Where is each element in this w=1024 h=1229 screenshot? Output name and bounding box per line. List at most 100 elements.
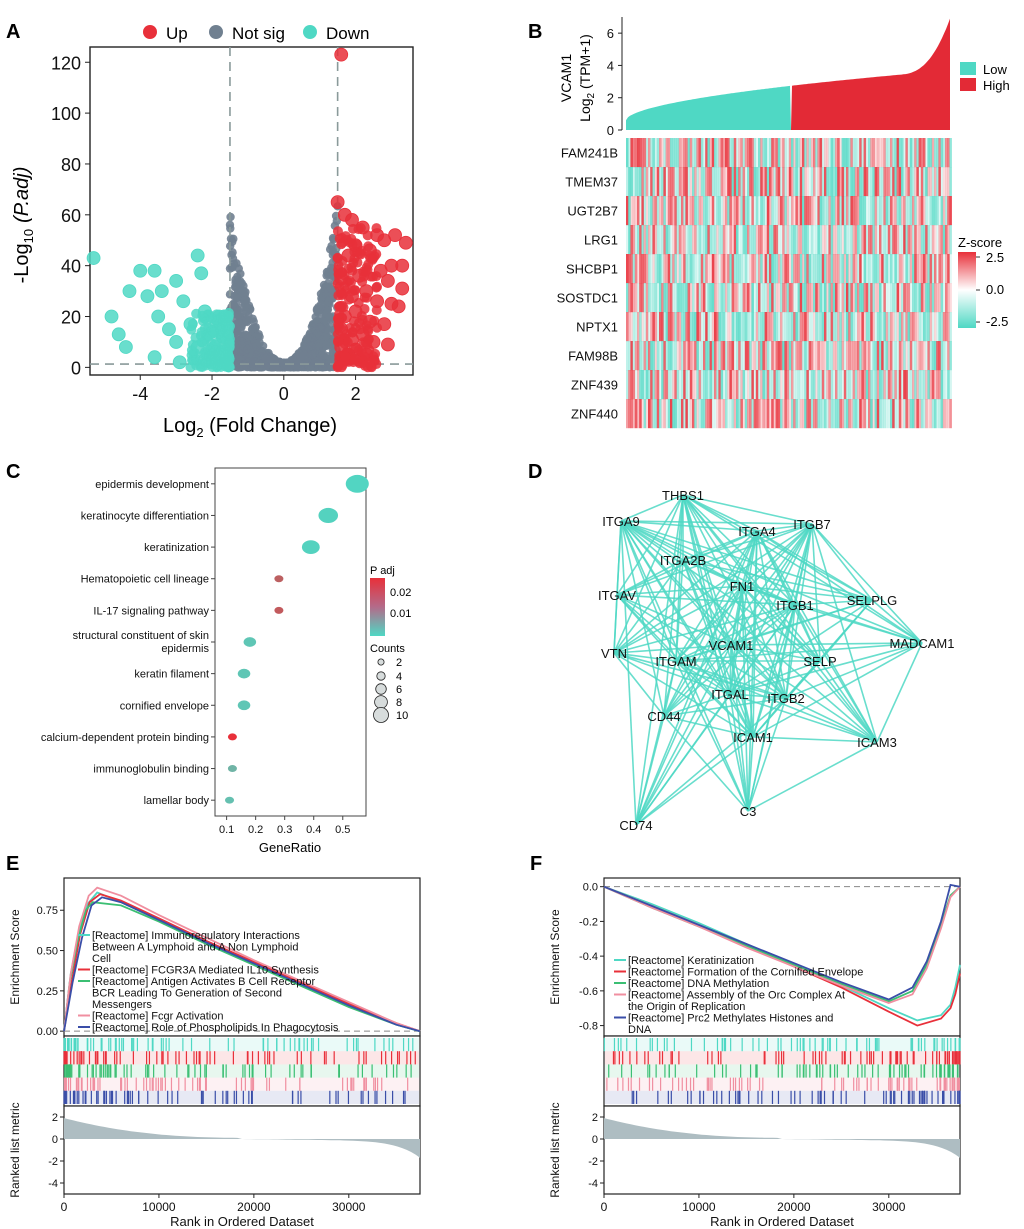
heatmap-cell xyxy=(764,283,768,313)
heatmap-cell xyxy=(762,399,765,429)
heatmap-cell xyxy=(727,283,730,313)
heatmap-cell xyxy=(747,225,750,255)
heatmap-cell xyxy=(672,341,675,371)
heatmap-cell xyxy=(643,138,647,168)
heatmap-cell xyxy=(947,138,950,168)
heatmap-cell xyxy=(901,341,904,371)
heatmap-cell xyxy=(731,196,735,226)
heatmap-cell xyxy=(656,283,660,313)
heatmap-cell xyxy=(936,370,939,400)
heatmap-cell xyxy=(670,341,673,371)
heatmap-cell xyxy=(652,225,655,255)
heatmap-cell xyxy=(949,341,952,371)
rank-y-tick-label: 2 xyxy=(592,1112,598,1124)
heatmap-cell xyxy=(837,138,840,168)
heatmap-cell xyxy=(722,225,726,255)
heatmap-cell xyxy=(654,225,658,255)
heatmap-cell xyxy=(925,167,928,197)
heatmap-cell xyxy=(857,283,860,313)
heatmap-cell xyxy=(725,138,728,168)
dotplot-x-tick-label: 0.5 xyxy=(335,824,350,836)
legend-entry-text: [Reactome] Role of Phospholipids In Phag… xyxy=(92,1022,339,1034)
heatmap-cell xyxy=(863,167,867,197)
heatmap-cell xyxy=(879,138,882,168)
heatmap-cell xyxy=(696,341,699,371)
es-y-tick-label: 0.00 xyxy=(37,1026,58,1038)
heatmap-cell xyxy=(912,138,915,168)
heatmap-cell xyxy=(661,341,664,371)
up-point xyxy=(367,254,378,265)
heatmap-cell xyxy=(634,167,638,197)
network-edge xyxy=(682,494,873,601)
heatmap-cell xyxy=(751,196,754,226)
network-node-cd44: CD44 xyxy=(647,709,680,724)
volcano-y-tick-label: 0 xyxy=(71,358,81,378)
heatmap-cell xyxy=(824,254,827,284)
heatmap-cell xyxy=(639,370,642,400)
heatmap-cell xyxy=(846,341,849,371)
heatmap-cell xyxy=(927,196,930,226)
heatmap-cell xyxy=(909,312,913,342)
heatmap-cell xyxy=(815,341,818,371)
heatmap-cell xyxy=(725,225,728,255)
heatmap-cell xyxy=(907,138,911,168)
network-node-itga4: ITGA4 xyxy=(738,524,776,539)
rank-y-tick-label: 0 xyxy=(592,1134,598,1146)
heatmap-cell xyxy=(707,254,710,284)
heatmap-cell xyxy=(898,341,902,371)
heatmap-cell xyxy=(802,254,805,284)
heatmap-cell xyxy=(835,341,838,371)
heatmap-cell xyxy=(839,312,842,342)
volcano-y-label: -Log10(P.adj) xyxy=(11,167,36,284)
dotplot-point xyxy=(227,733,237,741)
heatmap-cell xyxy=(689,312,693,342)
heatmap-cell xyxy=(637,225,640,255)
heatmap-cell xyxy=(890,370,893,400)
heatmap-cell xyxy=(916,225,919,255)
heatmap-cell xyxy=(940,196,944,226)
heatmap-cell xyxy=(817,370,820,400)
heatmap-cell xyxy=(824,341,827,371)
heatmap-cell xyxy=(819,312,823,342)
heatmap-cell xyxy=(929,254,933,284)
heatmap-cell xyxy=(898,196,902,226)
heatmap-cell xyxy=(766,370,770,400)
heatmap-cell xyxy=(905,341,908,371)
heatmap-cell xyxy=(793,138,796,168)
heatmap-cell xyxy=(766,399,770,429)
heatmap-cell xyxy=(731,167,735,197)
heatmap-cell xyxy=(782,167,785,197)
heatmap-cell xyxy=(784,370,787,400)
heatmap-cell xyxy=(923,312,926,342)
heatmap-cell xyxy=(918,283,922,313)
volcano-x-tick-label: -2 xyxy=(204,384,220,404)
heatmap-cell xyxy=(777,370,781,400)
heatmap-cell xyxy=(870,254,873,284)
heatmap-cell xyxy=(795,167,798,197)
heatmap-cell xyxy=(786,254,790,284)
heatmap-cell xyxy=(788,225,792,255)
heatmap-cell xyxy=(740,399,743,429)
heatmap-cell xyxy=(762,196,765,226)
heatmap-cell xyxy=(736,196,739,226)
heatmap-cell xyxy=(753,399,757,429)
hits-band xyxy=(605,1077,959,1091)
heatmap-cell xyxy=(909,370,913,400)
heatmap-cell xyxy=(795,254,798,284)
heatmap-cell xyxy=(874,196,878,226)
heatmap-cell xyxy=(729,196,732,226)
heatmap-cell xyxy=(881,254,884,284)
heatmap-cell xyxy=(848,370,851,400)
heatmap-cell xyxy=(703,254,706,284)
heatmap-cell xyxy=(843,399,847,429)
heatmap-cell xyxy=(826,225,829,255)
network-edge xyxy=(616,523,813,596)
heatmap-cell xyxy=(775,370,779,400)
heatmap-cell xyxy=(762,254,765,284)
heatmap-cell xyxy=(674,399,677,429)
heatmap-cell xyxy=(784,283,787,313)
heatmap-cell xyxy=(749,138,752,168)
heatmap-cell xyxy=(841,312,845,342)
heatmap-cell xyxy=(650,225,653,255)
up-point xyxy=(351,239,362,250)
